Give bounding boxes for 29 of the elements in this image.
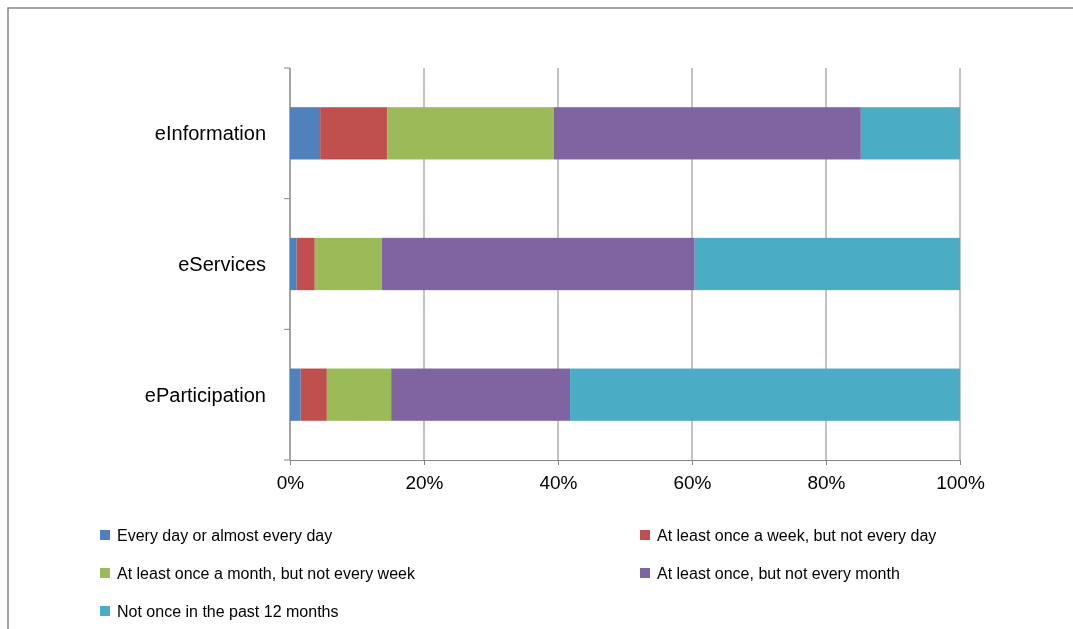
bar xyxy=(694,237,960,291)
x-tick-label: 0% xyxy=(276,471,305,493)
bar xyxy=(860,107,960,160)
legend-label: Not once in the past 12 months xyxy=(117,602,339,620)
bar xyxy=(570,368,960,421)
x-tick-label: 60% xyxy=(673,471,712,493)
x-tick-label: 40% xyxy=(539,471,578,493)
x-tick-label: 20% xyxy=(405,471,444,493)
bar xyxy=(300,368,327,421)
x-tick-label: 80% xyxy=(807,471,846,493)
bar xyxy=(314,237,382,291)
bar xyxy=(553,107,861,160)
legend-label: At least once a week, but not every day xyxy=(657,526,937,544)
legend-label: At least once, but not every month xyxy=(657,564,900,582)
bar xyxy=(290,237,297,291)
x-tick-label: 100% xyxy=(936,471,985,493)
bar xyxy=(326,368,392,421)
bar xyxy=(320,107,388,160)
legend-label: At least once a month, but not every week xyxy=(117,564,416,582)
legend-label: Every day or almost every day xyxy=(117,526,333,544)
bar xyxy=(296,237,315,291)
y-tick-label: eParticipation xyxy=(144,383,266,406)
bar xyxy=(290,107,321,160)
y-tick-label: eServices xyxy=(178,253,266,275)
bar xyxy=(387,107,554,160)
y-tick-label: eInformation xyxy=(154,122,266,145)
bar xyxy=(290,368,301,421)
bar xyxy=(391,368,571,421)
bar xyxy=(381,237,695,291)
